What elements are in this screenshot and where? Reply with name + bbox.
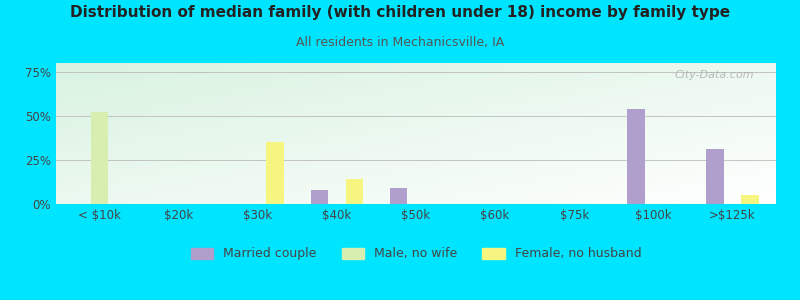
Text: City-Data.com: City-Data.com [675, 70, 754, 80]
Bar [390, 188, 407, 204]
Legend: Married couple, Male, no wife, Female, no husband: Married couple, Male, no wife, Female, n… [186, 242, 646, 266]
Bar [346, 179, 363, 204]
Bar [266, 142, 284, 204]
Bar [706, 149, 724, 204]
Text: All residents in Mechanicsville, IA: All residents in Mechanicsville, IA [296, 36, 504, 49]
Bar [310, 190, 328, 204]
Bar [91, 112, 108, 204]
Bar [627, 109, 645, 204]
Bar [741, 195, 758, 204]
Text: Distribution of median family (with children under 18) income by family type: Distribution of median family (with chil… [70, 4, 730, 20]
